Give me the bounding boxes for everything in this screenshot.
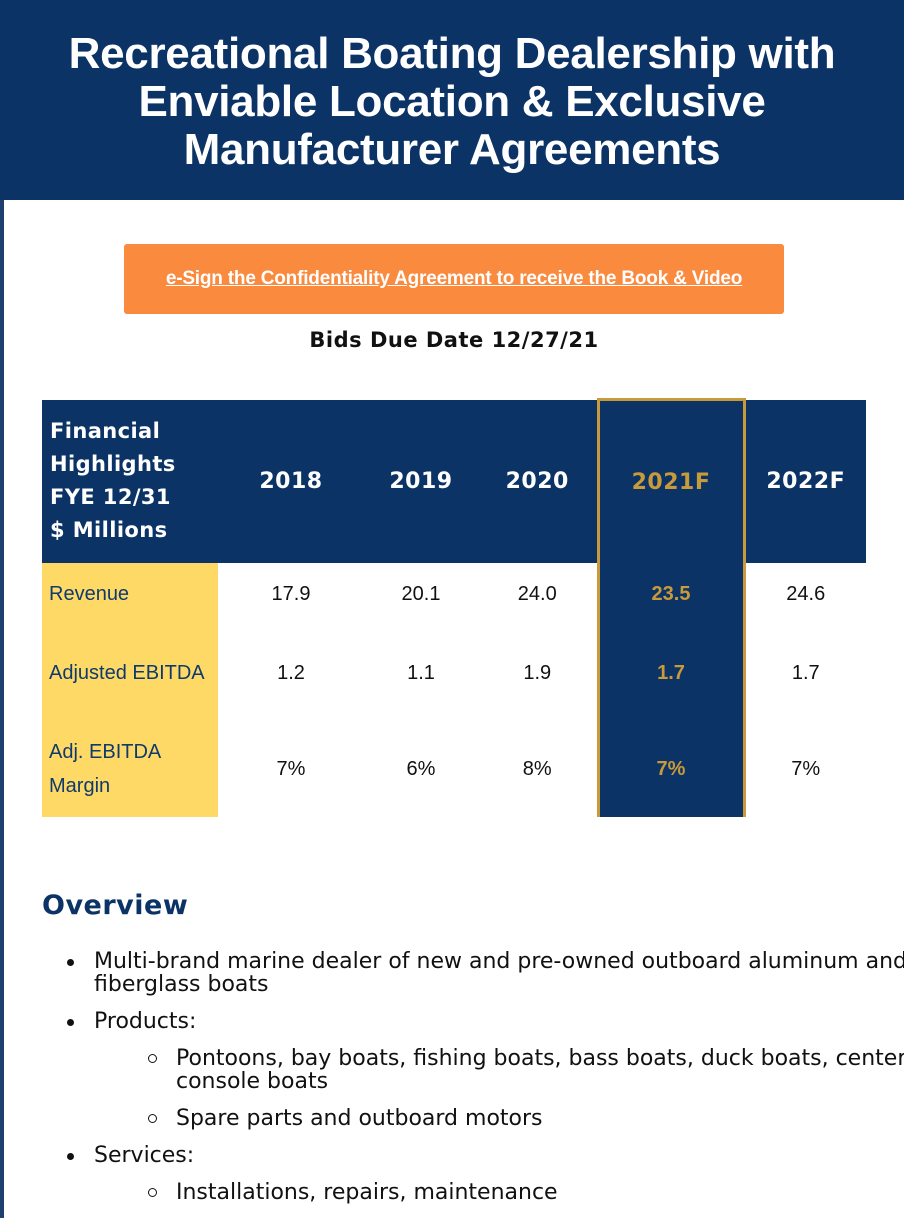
table-cell: 7% bbox=[791, 757, 821, 780]
list-item: Products: Pontoons, bay boats, fishing b… bbox=[67, 1009, 904, 1130]
table-row: Adjusted EBITDA 1.2 1.1 1.9 1.7 1.7 bbox=[42, 625, 866, 721]
year-header: 2018 bbox=[218, 399, 364, 563]
table-row: Revenue 17.9 20.1 24.0 23.5 24.6 bbox=[42, 563, 866, 625]
table-cell: 24.6 bbox=[786, 582, 826, 605]
label-line: FYE 12/31 bbox=[50, 485, 171, 510]
row-label: Adj. EBITDA Margin bbox=[42, 721, 218, 817]
table-cell: 7% bbox=[276, 757, 306, 780]
table-cell-highlight: 23.5 bbox=[596, 563, 746, 625]
left-border bbox=[0, 200, 4, 1218]
year-header: 2020 bbox=[478, 399, 598, 563]
table-cell: 1.9 bbox=[523, 661, 552, 684]
list-item-text: Multi-brand marine dealer of new and pre… bbox=[94, 949, 904, 997]
nda-cta-link[interactable]: e-Sign the Confidentiality Agreement to … bbox=[165, 268, 743, 289]
sub-list: Installations, repairs, maintenance bbox=[94, 1181, 904, 1204]
table-cell: 1.7 bbox=[791, 661, 820, 684]
sub-list-item: Spare parts and outboard motors bbox=[148, 1107, 904, 1130]
table-header-row: Financial Highlights FYE 12/31 $ Million… bbox=[42, 398, 866, 563]
financial-highlights-table: Financial Highlights FYE 12/31 $ Million… bbox=[42, 398, 866, 817]
page-header: Recreational Boating Dealership with Env… bbox=[0, 0, 904, 200]
table-cell: 8% bbox=[522, 757, 552, 780]
list-item: Services: Installations, repairs, mainte… bbox=[67, 1143, 904, 1204]
label-line: $ Millions bbox=[50, 518, 168, 543]
list-item: Multi-brand marine dealer of new and pre… bbox=[67, 949, 904, 997]
label-line: Financial bbox=[50, 419, 161, 444]
year-header: 2022F bbox=[744, 399, 866, 563]
sub-list-item: Installations, repairs, maintenance bbox=[148, 1181, 904, 1204]
table-label-cell: Financial Highlights FYE 12/31 $ Million… bbox=[42, 399, 218, 563]
sub-list-item: Pontoons, bay boats, fishing boats, bass… bbox=[148, 1047, 904, 1093]
overview-list: Multi-brand marine dealer of new and pre… bbox=[42, 950, 904, 1218]
overview-heading: Overview bbox=[42, 890, 189, 921]
table-cell-highlight: 7% bbox=[596, 721, 746, 817]
table-cell: 24.0 bbox=[517, 582, 557, 605]
table-cell: 1.1 bbox=[407, 661, 435, 684]
row-label: Revenue bbox=[42, 563, 218, 625]
table-cell: 1.2 bbox=[277, 661, 305, 684]
table-cell: 17.9 bbox=[271, 582, 311, 605]
sub-list: Pontoons, bay boats, fishing boats, bass… bbox=[94, 1047, 904, 1130]
table-cell: 20.1 bbox=[401, 582, 441, 605]
table-row: Adj. EBITDA Margin 7% 6% 8% 7% 7% bbox=[42, 721, 866, 817]
bids-due-date: Bids Due Date 12/27/21 bbox=[309, 328, 599, 352]
row-label: Adjusted EBITDA bbox=[42, 625, 218, 721]
table-cell-highlight: 1.7 bbox=[596, 625, 746, 721]
year-header: 2019 bbox=[364, 399, 478, 563]
label-line: Highlights bbox=[50, 452, 176, 477]
year-header-highlight: 2021F bbox=[596, 398, 746, 563]
table-cell: 6% bbox=[406, 757, 436, 780]
page-title: Recreational Boating Dealership with Env… bbox=[68, 29, 836, 174]
nda-cta-button[interactable]: e-Sign the Confidentiality Agreement to … bbox=[124, 244, 784, 314]
list-item-text: Services: bbox=[94, 1143, 195, 1168]
list-item-text: Products: bbox=[94, 1009, 197, 1034]
